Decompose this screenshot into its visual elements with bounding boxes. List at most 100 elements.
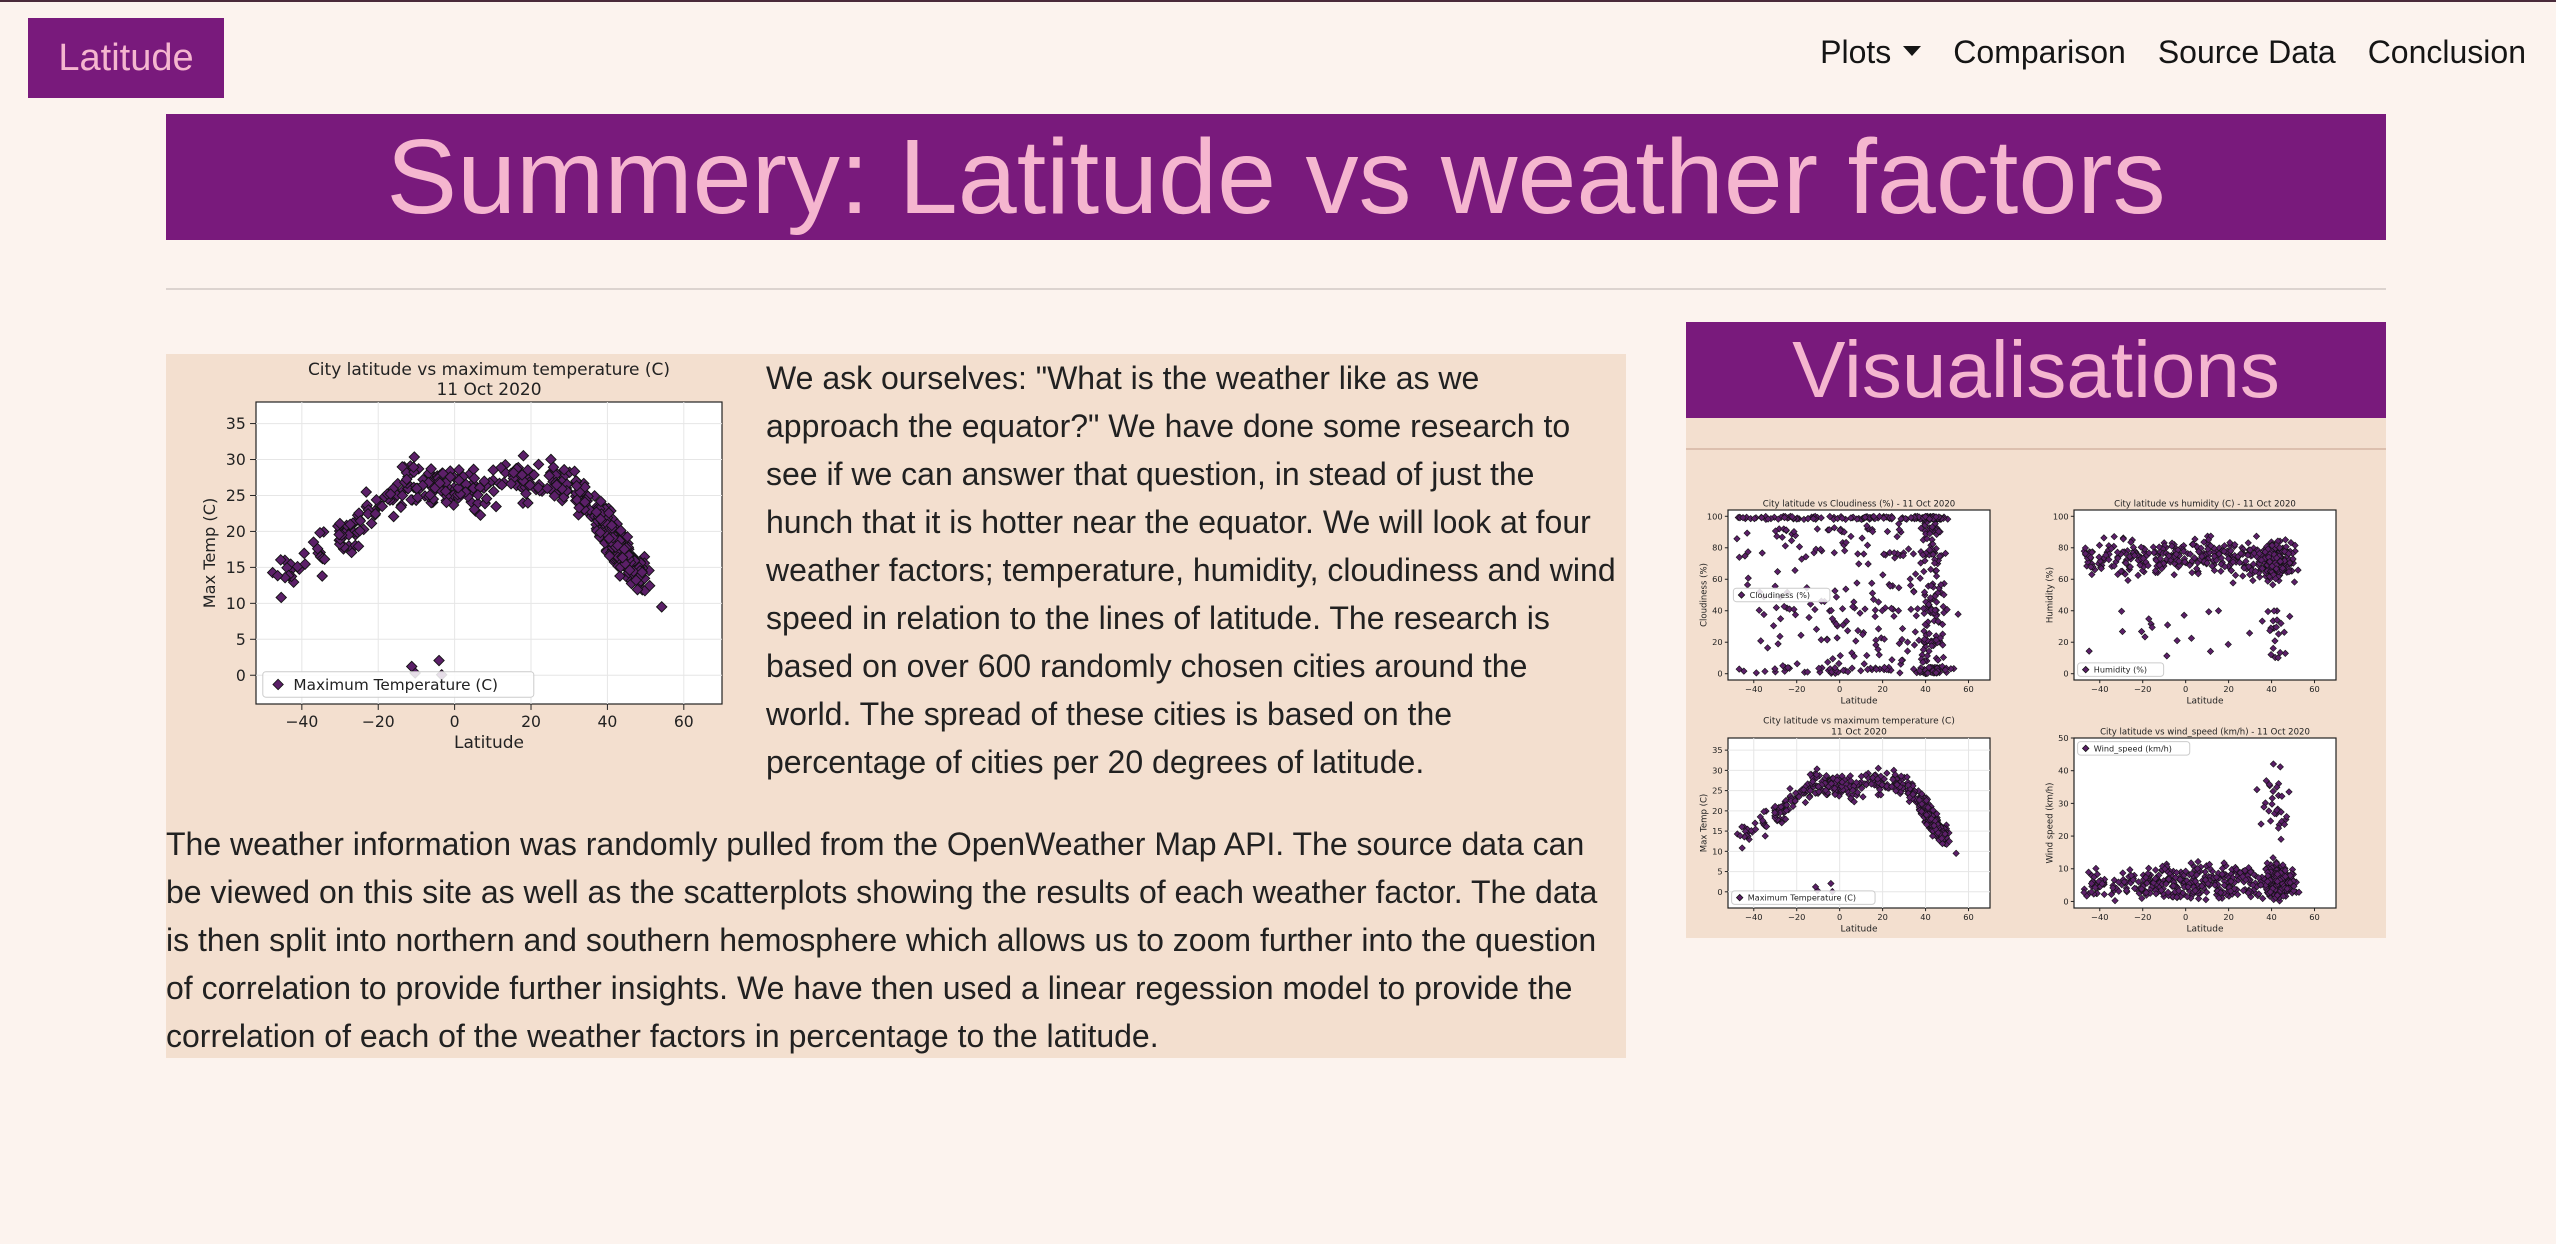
- scatter-point: [2117, 607, 2126, 615]
- scatter-point: [1934, 589, 1942, 597]
- scatter-point: [2204, 536, 2213, 544]
- scatter-point: [1741, 552, 1749, 560]
- divider: [166, 288, 2386, 290]
- scatter-point: [334, 517, 346, 530]
- nav-comparison[interactable]: Comparison: [1953, 34, 2126, 70]
- scatter-point: [1771, 527, 1780, 535]
- scatter-point: [1764, 515, 1772, 523]
- scatter-point: [1921, 620, 1929, 629]
- scatter-point: [1787, 536, 1796, 545]
- scatter-point: [2214, 607, 2223, 615]
- scatter-point: [316, 570, 329, 582]
- y-tick-label: 50: [2058, 733, 2069, 743]
- legend-box: [262, 671, 535, 698]
- scatter-point: [2294, 566, 2302, 574]
- scatter-point: [1893, 533, 1901, 541]
- scatter-point: [2084, 868, 2093, 876]
- scatter-point: [1896, 669, 1904, 677]
- scatter-point: [1786, 785, 1794, 793]
- scatter-point: [2168, 542, 2176, 550]
- scatter-point: [594, 495, 607, 508]
- scatter-point: [1854, 627, 1862, 635]
- scatter-point: [495, 461, 507, 474]
- legend-label: Maximum Temperature (C): [1748, 893, 1856, 903]
- y-tick-label: 20: [1712, 637, 1723, 647]
- scatter-point: [541, 482, 554, 495]
- scatter-point: [614, 570, 626, 582]
- scatter-point: [1760, 808, 1768, 816]
- scatter-point: [1858, 630, 1867, 639]
- scatter-point: [1836, 526, 1844, 534]
- scatter-point: [2092, 864, 2100, 873]
- scatter-point: [1889, 775, 1897, 784]
- scatter-point: [360, 486, 373, 498]
- scatter-point: [1939, 602, 1947, 611]
- scatter-point: [396, 489, 409, 502]
- scatter-point: [1915, 796, 1924, 804]
- scatter-point: [1774, 640, 1782, 648]
- scatter-point: [2273, 806, 2281, 814]
- scatter-point: [1817, 636, 1825, 644]
- scatter-point: [1782, 806, 1791, 815]
- humidity-plot-figure[interactable]: City latitude vs humidity (C) - 11 Oct 2…: [2032, 496, 2372, 711]
- scatter-point: [1856, 609, 1864, 617]
- y-tick-label: 60: [1712, 574, 1723, 584]
- scatter-point: [411, 491, 424, 504]
- scatter-point: [433, 654, 445, 667]
- scatter-point: [2285, 788, 2293, 796]
- scatter-point: [1779, 662, 1787, 670]
- scatter-point: [2226, 887, 2235, 895]
- scatter-point: [1831, 784, 1839, 792]
- scatter-point: [2109, 884, 2117, 892]
- scatter-point: [2176, 875, 2184, 884]
- nav-conclusion[interactable]: Conclusion: [2367, 34, 2526, 70]
- nav-plots-dropdown[interactable]: Plots: [1820, 34, 1922, 71]
- scatter-point: [1940, 609, 1948, 617]
- scatter-point: [1863, 522, 1871, 530]
- wind-plot-figure[interactable]: City latitude vs wind_speed (km/h) - 11 …: [2032, 710, 2372, 943]
- y-tick-label: 20: [1712, 806, 1723, 816]
- scatter-point: [2280, 820, 2289, 828]
- scatter-point: [1822, 772, 1831, 780]
- scatter-point: [2274, 824, 2283, 832]
- brand-link[interactable]: Latitude: [28, 18, 224, 98]
- scatter-point: [2272, 623, 2281, 631]
- scatter-point: [621, 531, 634, 543]
- x-axis-label: Latitude: [1840, 924, 1878, 934]
- scatter-point: [1848, 664, 1856, 672]
- scatter-point: [453, 474, 465, 487]
- scatter-point: [1890, 549, 1898, 557]
- scatter-point: [1790, 605, 1798, 614]
- scatter-point: [2279, 892, 2287, 900]
- x-tick-label: 60: [2309, 912, 2320, 922]
- scatter-point: [1838, 778, 1846, 786]
- legend-marker: [272, 678, 284, 691]
- x-tick-label: −20: [1788, 684, 1805, 694]
- scatter-point: [1780, 602, 1788, 611]
- scatter-point: [1806, 787, 1814, 795]
- scatter-point: [1751, 825, 1760, 833]
- scatter-point: [1817, 514, 1825, 522]
- scatter-point: [524, 479, 536, 491]
- scatter-point: [1916, 667, 1924, 675]
- scatter-point: [1830, 549, 1838, 557]
- x-tick-label: 40: [2266, 684, 2277, 694]
- scatter-point: [630, 574, 642, 587]
- legend-marker: [2081, 665, 2090, 674]
- temperature-small-plot-figure[interactable]: City latitude vs maximum temperature (C)…: [1686, 710, 2026, 943]
- scatter-point: [1869, 595, 1878, 604]
- scatter-point: [2266, 817, 2275, 825]
- scatter-point: [1858, 784, 1866, 792]
- nav-source-data[interactable]: Source Data: [2157, 34, 2336, 70]
- scatter-point: [1795, 543, 1804, 551]
- cloudiness-plot-figure[interactable]: City latitude vs Cloudiness (%) - 11 Oct…: [1686, 496, 2026, 711]
- scatter-point: [2229, 579, 2237, 587]
- scatter-point: [2266, 888, 2275, 896]
- scatter-point: [2242, 557, 2250, 565]
- x-tick-label: 0: [2183, 684, 2188, 694]
- scatter-point: [1927, 565, 1935, 574]
- scatter-point: [1883, 769, 1891, 777]
- scatter-point: [2191, 877, 2199, 885]
- scatter-point: [1789, 802, 1797, 810]
- scatter-point: [507, 466, 520, 479]
